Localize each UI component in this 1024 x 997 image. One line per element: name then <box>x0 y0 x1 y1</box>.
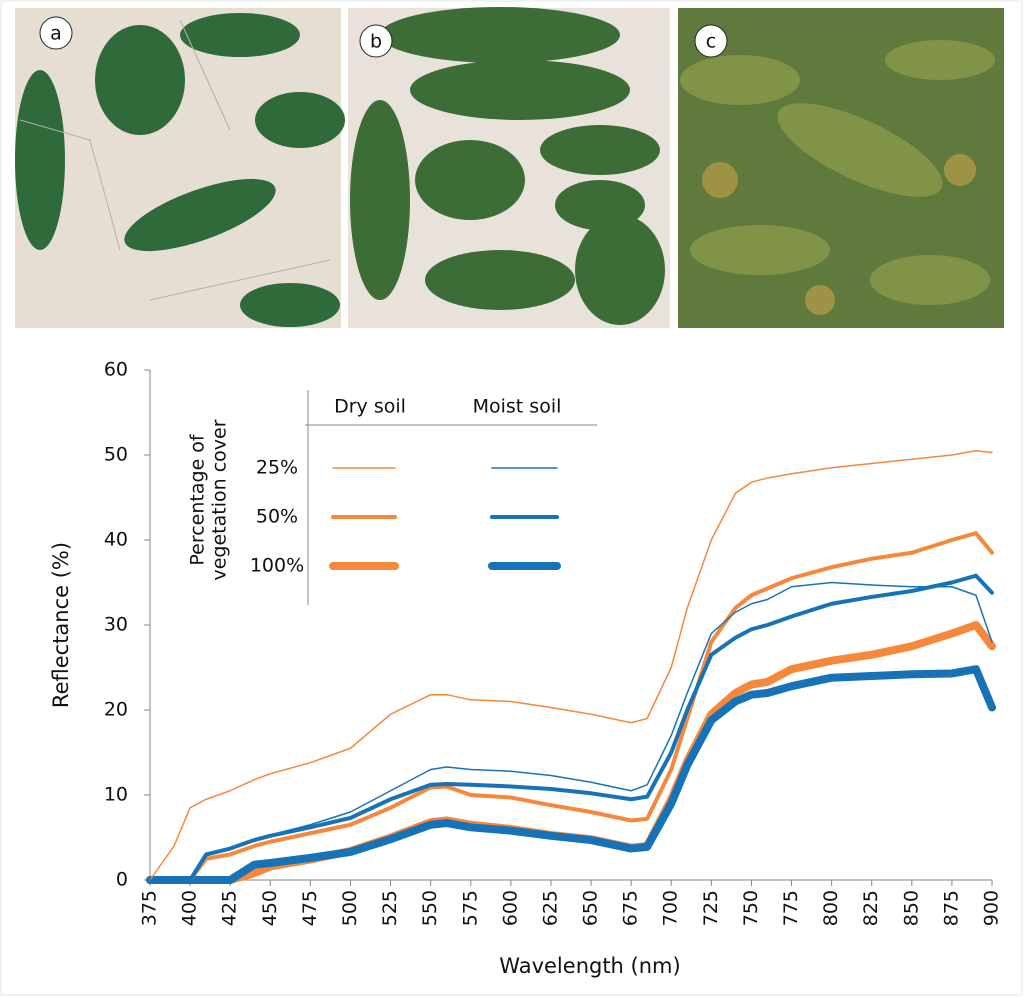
legend-row: 25% <box>256 457 298 479</box>
x-axis-label: Wavelength (nm) <box>499 954 680 978</box>
x-tick-label: 825 <box>860 890 882 926</box>
x-tick-label: 625 <box>539 890 561 926</box>
photo-label: c <box>706 31 716 53</box>
x-tick-label: 425 <box>219 890 241 926</box>
photo-labels: a b c <box>39 16 728 58</box>
x-tick-label: 725 <box>700 890 722 926</box>
x-tick-label: 800 <box>820 890 842 926</box>
legend-row: 100% <box>250 555 304 577</box>
y-tick-label: 20 <box>104 699 128 721</box>
x-tick-label: 550 <box>419 890 441 926</box>
x-tick-label: 700 <box>660 890 682 926</box>
y-axis-label: Reflectance (%) <box>49 542 73 708</box>
y-tick-label: 40 <box>104 529 128 551</box>
y-tick-label: 10 <box>104 784 128 806</box>
photo-label: a <box>50 23 62 45</box>
legend-column: Dry soil <box>334 396 406 418</box>
legend-row: 50% <box>256 506 298 528</box>
x-tick-label: 650 <box>580 890 602 926</box>
photo-a <box>15 8 345 328</box>
x-tick-label: 900 <box>981 890 1003 926</box>
photo-label: b <box>370 31 382 53</box>
data-line <box>149 581 993 881</box>
photo-b <box>348 7 670 328</box>
y-tick-label: 30 <box>104 614 128 636</box>
x-tick-label: 375 <box>139 890 161 926</box>
x-tick-label: 400 <box>179 890 201 926</box>
y-tick-label: 60 <box>104 359 128 381</box>
x-tick-label: 575 <box>459 890 481 926</box>
x-tick-label: 675 <box>620 890 642 926</box>
legend-column: Moist soil <box>473 396 562 418</box>
y-tick-label: 0 <box>116 869 128 891</box>
x-tick-label: 775 <box>780 890 802 926</box>
x-tick-label: 750 <box>740 890 762 926</box>
data-line <box>148 531 994 882</box>
x-tick-label: 875 <box>940 890 962 926</box>
x-tick-label: 475 <box>299 890 321 926</box>
y-tick-label: 50 <box>104 444 128 466</box>
x-tick-label: 525 <box>379 890 401 926</box>
x-tick-label: 850 <box>900 890 922 926</box>
x-tick-label: 450 <box>259 890 281 926</box>
data-line <box>149 450 993 881</box>
data-line <box>146 665 996 884</box>
x-tick-label: 600 <box>499 890 521 926</box>
data-line <box>148 573 994 882</box>
legend-title: Percentage of <box>187 433 209 566</box>
legend-title: vegetation cover <box>209 419 231 580</box>
x-tick-label: 500 <box>339 890 361 926</box>
photo-c <box>678 8 1004 328</box>
